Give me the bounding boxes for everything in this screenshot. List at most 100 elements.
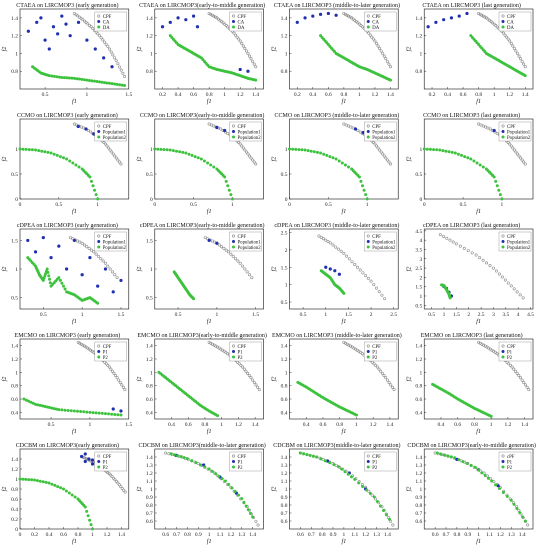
legend-marker xyxy=(501,465,505,469)
pop2-point xyxy=(91,527,94,531)
cpf-point xyxy=(509,284,513,288)
cpf-point xyxy=(119,485,123,489)
pop2-point xyxy=(72,76,76,80)
x-tick-label: 0.7 xyxy=(173,532,180,538)
cpf-point xyxy=(86,129,90,133)
pop2-point xyxy=(153,147,157,151)
legend-marker xyxy=(501,20,505,23)
x-tick-label: 1.4 xyxy=(522,92,529,98)
pop1-point xyxy=(72,238,76,243)
pop2-point xyxy=(52,74,56,78)
y-tick-label: 1.4 xyxy=(281,344,288,350)
legend-label: Population2 xyxy=(238,246,262,251)
pop2-point xyxy=(91,184,95,188)
pop1-point xyxy=(90,458,95,462)
x-tick-label: 1.5 xyxy=(125,92,132,98)
x-tick-label: 1 xyxy=(216,312,219,318)
x-tick-label: 1.1 xyxy=(351,532,358,538)
x-tick-label: 0.5 xyxy=(42,92,49,98)
pop2-point xyxy=(331,156,335,160)
cpf-point xyxy=(374,363,378,367)
pop2-point xyxy=(75,409,79,413)
cpf-point xyxy=(511,44,515,48)
panel-title: CCMO on LIRCMOP3(early-to-middle generat… xyxy=(140,112,264,119)
legend-marker xyxy=(232,234,236,238)
panel-13: EMCMO on LIRCMOP3 (early generation) 0.5 1… xyxy=(1,332,132,435)
x-tick-label: 0.5 xyxy=(428,312,435,318)
pop1-point xyxy=(51,25,56,29)
cpf-point xyxy=(374,144,378,148)
pop2-point xyxy=(453,456,457,460)
pop2-point xyxy=(156,147,160,151)
pop2-point xyxy=(24,477,28,481)
pop2-point xyxy=(100,80,104,84)
pop1-point xyxy=(83,459,87,464)
legend-marker xyxy=(366,350,370,353)
series-p2 xyxy=(18,477,94,531)
legend-marker xyxy=(366,465,370,469)
x-tick-label: 1.4 xyxy=(387,92,394,98)
y-tick-label: 0.7 xyxy=(415,511,422,517)
y-tick-label: 0.8 xyxy=(146,69,153,75)
legend-label: cPF xyxy=(507,455,515,460)
pop2-point xyxy=(42,276,46,280)
cpf-point xyxy=(381,152,385,156)
pop2-point xyxy=(33,478,36,482)
cpf-point xyxy=(324,238,328,242)
x-tick-label: 0.5 xyxy=(48,422,55,428)
cpf-point xyxy=(347,124,351,128)
y-tick-label: 1.2 xyxy=(11,467,18,473)
x-tick-label: 0.4 xyxy=(444,92,451,98)
pop1-point xyxy=(119,278,123,283)
cpf-point xyxy=(353,262,357,266)
pop2-point xyxy=(18,477,22,481)
y-tick-label: 1.3 xyxy=(281,463,288,469)
legend-marker xyxy=(366,460,370,463)
pop1-point xyxy=(93,47,97,51)
y-tick-label: 0.8 xyxy=(146,384,153,390)
cpf-point xyxy=(244,49,248,53)
cpf-point xyxy=(486,126,490,130)
legend-marker xyxy=(232,240,235,243)
legend-label: Population1 xyxy=(238,241,262,246)
cpf-point xyxy=(96,254,100,258)
cpf-point xyxy=(390,385,394,389)
pop1-point xyxy=(83,452,87,456)
pop2-point xyxy=(93,188,97,192)
cpf-point xyxy=(252,380,256,384)
pop2-point xyxy=(27,399,31,403)
cpf-point xyxy=(256,385,260,389)
x-tick-label: 0.6 xyxy=(432,532,439,538)
legend-label: CPF xyxy=(103,345,112,350)
x-tick-label: 0.6 xyxy=(162,532,169,538)
cpf-point xyxy=(243,267,247,271)
cpf-point xyxy=(331,243,335,247)
x-tick-label: 0.5 xyxy=(40,312,47,318)
legend-box xyxy=(498,341,532,362)
y-tick-label: 0.5 xyxy=(281,172,288,178)
cpf-point xyxy=(251,378,255,382)
series-ca xyxy=(160,14,250,73)
pop2-point xyxy=(353,477,357,481)
legend-label: P2 xyxy=(238,466,244,471)
pop1-point xyxy=(88,255,92,260)
pop2-point xyxy=(425,147,429,151)
pop2-point xyxy=(521,515,525,519)
y-tick-label: 1.4 xyxy=(415,344,422,350)
y-tick-label: 1.4 xyxy=(11,16,18,22)
pop2-point xyxy=(176,454,180,458)
pop2-point xyxy=(202,159,206,163)
pop2-point xyxy=(236,493,240,497)
cpf-point xyxy=(511,146,515,150)
legend-label: P1 xyxy=(238,461,244,466)
pop2-point xyxy=(244,504,248,508)
pop1-point xyxy=(295,20,299,24)
series-p2 xyxy=(431,382,493,418)
x-axis-label: f1 xyxy=(207,428,212,435)
y-tick-label: 1.1 xyxy=(281,479,288,485)
cpf-point xyxy=(256,523,260,527)
pop2-point xyxy=(40,149,44,153)
